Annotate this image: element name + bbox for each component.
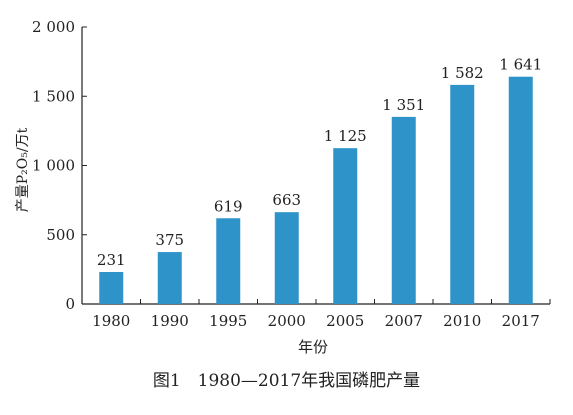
y-tick-label: 1 000 <box>32 157 75 175</box>
x-tick-label: 2005 <box>326 312 364 330</box>
x-tick-label: 2010 <box>443 312 481 330</box>
y-tick-label: 1 500 <box>32 87 75 105</box>
x-tick-label: 1980 <box>92 312 130 330</box>
x-axis-label: 年份 <box>298 338 328 356</box>
bar-value-label: 1 582 <box>441 64 484 82</box>
bar <box>216 218 241 304</box>
bar-value-label: 1 351 <box>382 96 425 114</box>
y-tick-label: 0 <box>65 295 75 313</box>
x-tick-label: 2007 <box>385 312 423 330</box>
x-tick-labels: 1980 1990 1995 2000 2005 2007 2010 2017 <box>92 312 540 330</box>
y-tick-labels: 0 500 1 000 1 500 2 000 <box>32 18 75 313</box>
bar <box>450 84 475 304</box>
bar-value-label: 1 641 <box>499 56 542 74</box>
bar <box>157 252 182 304</box>
x-tick-label: 1995 <box>209 312 247 330</box>
chart-bars <box>99 76 533 304</box>
bar-value-label: 1 125 <box>324 127 367 145</box>
bar <box>274 212 299 304</box>
bar-value-label: 619 <box>214 197 243 215</box>
y-tick-label: 500 <box>46 226 75 244</box>
bar-value-label: 663 <box>272 191 301 209</box>
bar <box>391 116 416 304</box>
bar <box>99 272 124 304</box>
x-tick-label: 1990 <box>151 312 189 330</box>
x-tick-label: 2000 <box>268 312 306 330</box>
bar-chart: 231 375 619 663 1 125 1 351 1 582 1 641 1980 199… <box>15 18 551 356</box>
bar <box>508 76 533 304</box>
bar <box>333 148 358 304</box>
bar-value-label: 231 <box>97 251 126 269</box>
bar-value-label: 375 <box>155 231 184 249</box>
figure-caption: 图1 1980—2017年我国磷肥产量 <box>152 371 421 391</box>
y-axis-label: 产量P₂O₅/万t <box>15 127 31 212</box>
chart-data-labels: 231 375 619 663 1 125 1 351 1 582 1 641 <box>97 56 542 269</box>
y-tick-label: 2 000 <box>32 18 75 36</box>
x-tick-label: 2017 <box>502 312 540 330</box>
